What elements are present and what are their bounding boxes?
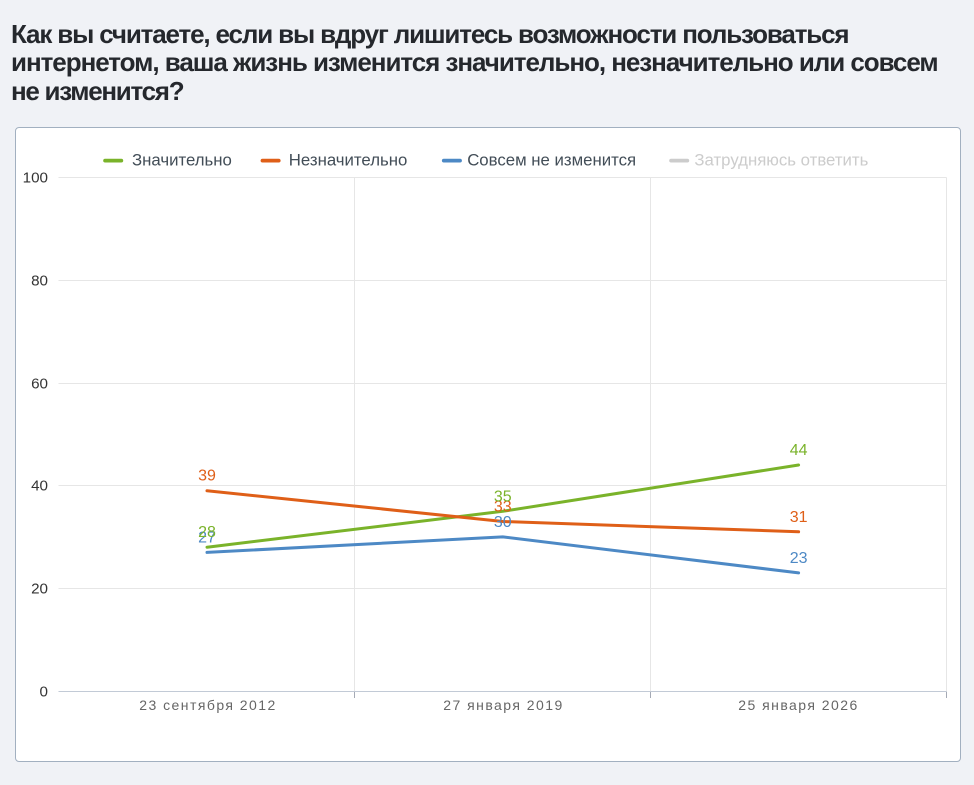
svg-text:80: 80 — [31, 273, 48, 290]
svg-text:35: 35 — [494, 488, 512, 505]
svg-text:Совсем не изменится: Совсем не изменится — [467, 151, 636, 170]
svg-text:Значительно: Значительно — [132, 151, 232, 170]
svg-text:44: 44 — [790, 442, 808, 459]
svg-text:23: 23 — [790, 550, 808, 567]
svg-text:40: 40 — [31, 478, 48, 495]
svg-text:Затрудняюсь ответить: Затрудняюсь ответить — [694, 151, 868, 170]
svg-text:27: 27 — [198, 529, 216, 546]
svg-text:0: 0 — [40, 684, 48, 701]
svg-text:39: 39 — [198, 468, 216, 485]
svg-text:31: 31 — [790, 509, 808, 526]
svg-text:30: 30 — [494, 514, 512, 531]
svg-text:100: 100 — [23, 170, 48, 187]
svg-text:60: 60 — [31, 376, 48, 393]
svg-text:25 января 2026: 25 января 2026 — [738, 697, 858, 713]
svg-text:27 января 2019: 27 января 2019 — [443, 697, 563, 713]
svg-text:33: 33 — [494, 499, 512, 516]
svg-text:28: 28 — [198, 524, 216, 541]
svg-text:23 сентября 2012: 23 сентября 2012 — [139, 697, 276, 713]
svg-text:20: 20 — [31, 581, 48, 598]
svg-text:Незначительно: Незначительно — [289, 151, 408, 170]
